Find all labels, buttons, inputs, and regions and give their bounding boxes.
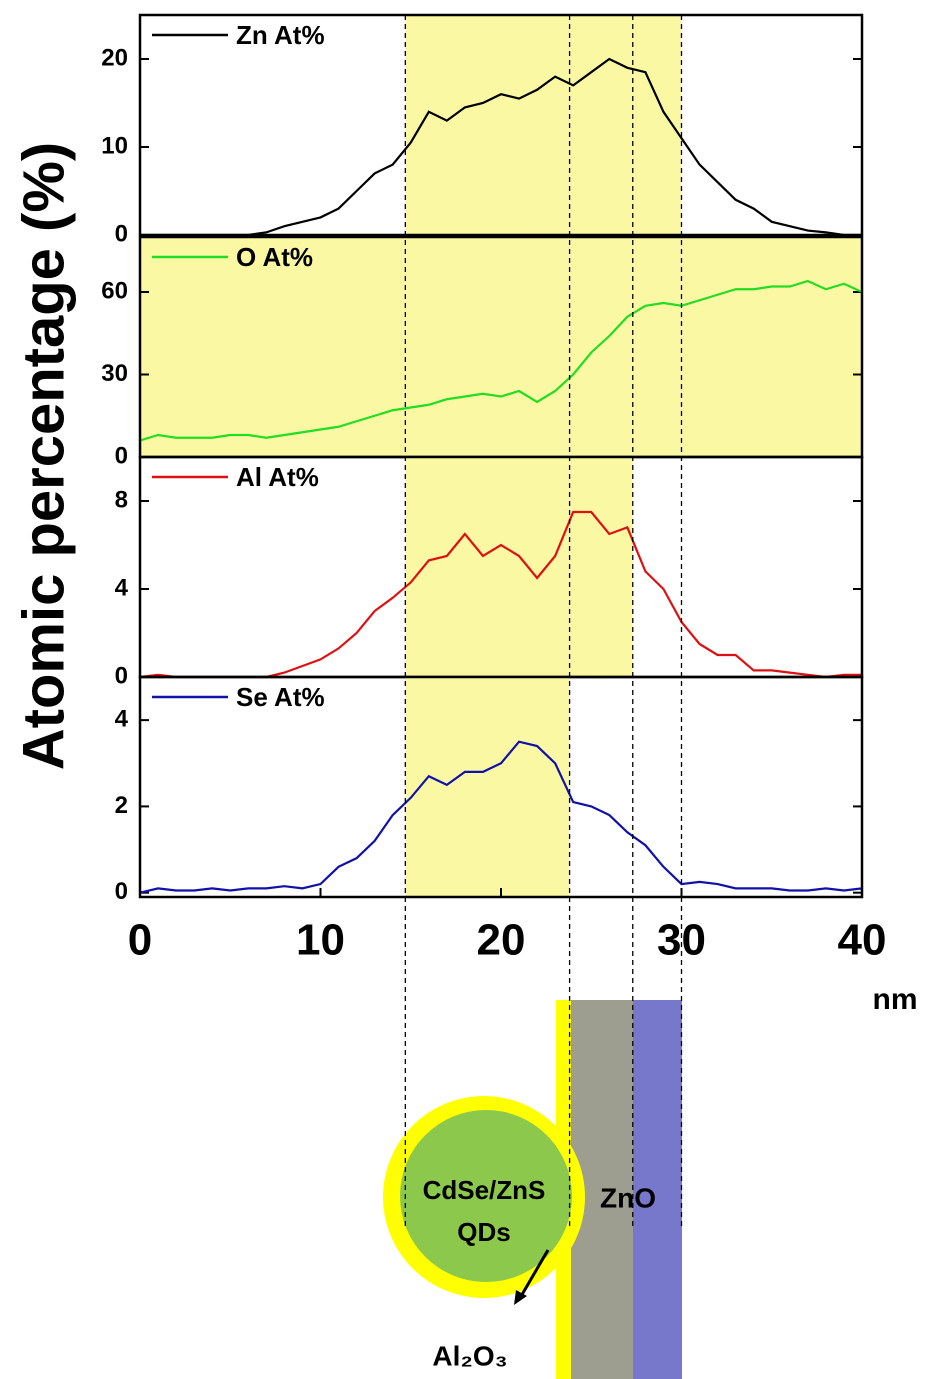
highlight-region: [140, 237, 862, 457]
highlight-region: [405, 15, 682, 235]
data-line: [139, 740, 863, 894]
data-line: [139, 279, 863, 442]
x-axis-label: nm: [873, 983, 918, 1016]
highlight-region: [405, 457, 633, 677]
y-tick-label: 0: [115, 878, 128, 905]
shell-label: Al₂O₃: [432, 1340, 507, 1371]
y-tick-label: 30: [101, 360, 128, 387]
y-tick-label: 4: [115, 574, 129, 601]
highlight-region: [405, 677, 570, 897]
y-tick-label: 20: [101, 44, 128, 71]
y-tick-label: 10: [101, 132, 128, 159]
qd-core: [400, 1110, 572, 1282]
y-tick-label: 4: [115, 705, 129, 732]
plot-frame: [138, 675, 864, 899]
y-tick-label: 8: [115, 486, 128, 513]
qd-label: QDs: [457, 1217, 510, 1247]
x-tick-label: 40: [838, 916, 887, 965]
legend-label: Zn At%: [236, 20, 325, 50]
arrow: [518, 1249, 550, 1299]
plot-frame: [138, 13, 864, 237]
legend-label: Se At%: [236, 682, 325, 712]
legend-label: O At%: [236, 242, 313, 272]
diagram: CdSe/ZnS QDs ZnO Al₂O₃ Atomic percentage…: [11, 142, 682, 1379]
y-tick-label: 60: [101, 277, 128, 304]
x-tick-label: 20: [477, 916, 526, 965]
x-tick-label: 0: [128, 916, 152, 965]
y-axis-label: Atomic percentage (%): [11, 142, 76, 770]
y-tick-label: 0: [115, 662, 128, 689]
y-tick-label: 0: [115, 442, 128, 469]
data-line: [140, 57, 862, 237]
legend-label: Al At%: [236, 462, 319, 492]
electrode-layer: [633, 1000, 682, 1379]
y-tick-label: 2: [115, 792, 128, 819]
layer-label: ZnO: [600, 1182, 656, 1213]
arrow-head: [514, 1290, 527, 1305]
qd-label: CdSe/ZnS: [423, 1175, 546, 1205]
x-tick-label: 10: [296, 916, 345, 965]
x-tick-label: 30: [657, 916, 706, 965]
y-tick-label: 0: [115, 220, 128, 247]
